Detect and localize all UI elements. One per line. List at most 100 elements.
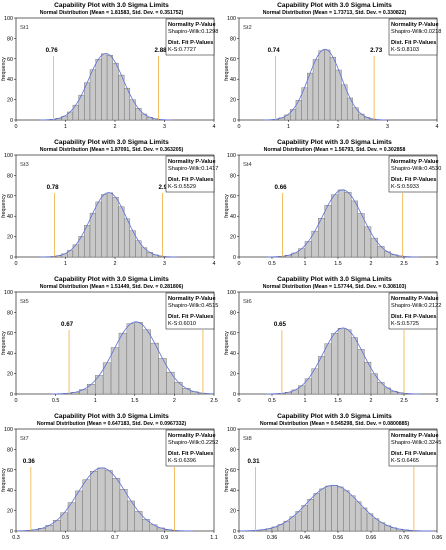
x-tick-label: 1.5 (334, 261, 342, 267)
x-tick-label: 0.46 (300, 535, 311, 541)
series-label: St7 (20, 436, 29, 442)
histogram-bar (97, 467, 106, 532)
histogram-bar (106, 192, 113, 258)
normal-fit-curve (40, 192, 177, 258)
histogram-bar (112, 478, 121, 532)
x-tick-label: 2 (337, 124, 340, 130)
legend-line: Dist. Fit P-Values (391, 177, 436, 183)
histogram-bar (104, 470, 113, 532)
x-tick-label: 0.56 (333, 535, 344, 541)
y-tick-label: 80 (7, 173, 13, 179)
histogram-bar (174, 381, 183, 395)
normal-fit-curve (266, 189, 419, 258)
histogram-bar (284, 114, 291, 121)
x-tick-label: 0.76 (399, 535, 410, 541)
y-tick-label: 80 (230, 173, 236, 179)
x-tick-label: 1.5 (131, 398, 139, 404)
chart-title: Capability Plot with 3.0 Sigma Limits (277, 139, 392, 146)
x-tick-label: 0 (15, 124, 18, 130)
x-tick-label: 4 (213, 124, 216, 130)
histogram-bar (95, 375, 104, 395)
y-tick-label: 100 (4, 153, 13, 159)
legend-line: Normality P-Value (391, 433, 439, 439)
histogram-bar (67, 111, 74, 121)
legend-line: Dist. Fit P-Values (391, 314, 436, 320)
y-tick-label: 60 (7, 57, 13, 63)
histogram-bar (119, 489, 128, 532)
y-tick-label: 100 (227, 427, 236, 433)
y-tick-label: 0 (10, 392, 13, 398)
chart-title: Capability Plot with 3.0 Sigma Limits (54, 2, 169, 9)
chart-svg: Capability Plot with 3.0 Sigma LimitsNor… (1, 2, 218, 130)
y-tick-label: 40 (230, 214, 236, 220)
capability-chart-3: Capability Plot with 3.0 Sigma Limits Nor… (0, 137, 223, 274)
legend-line: Shapiro-Wilk:0.4515 (168, 303, 218, 309)
y-axis-label: frequency (1, 194, 7, 218)
histogram-bar (290, 109, 297, 121)
legend-line: Shapiro-Wilk:0.2122 (391, 303, 441, 309)
y-tick-label: 40 (7, 77, 13, 83)
histogram-bar (89, 212, 96, 258)
x-tick-label: 3 (436, 398, 439, 404)
x-tick-label: 1 (304, 398, 307, 404)
histogram-bar (331, 194, 339, 258)
histogram-bar (82, 479, 91, 532)
legend-line: Normality P-Value (391, 159, 439, 165)
legend-line: K-S:0.6396 (168, 458, 196, 464)
y-tick-label: 20 (7, 98, 13, 104)
histogram-bar (343, 490, 350, 532)
histogram-bar (331, 333, 339, 395)
legend-line: K-S:0.5933 (391, 184, 419, 190)
histogram-bar (112, 197, 119, 258)
histogram-bar (351, 200, 358, 258)
histogram-bar (357, 349, 365, 395)
y-tick-label: 100 (227, 16, 236, 22)
y-tick-label: 80 (7, 447, 13, 453)
y-tick-label: 40 (7, 488, 13, 494)
series-label: St3 (20, 162, 29, 168)
histogram-bar (313, 493, 320, 532)
pvalue-legend-box (165, 429, 215, 467)
legend-line: Normality P-Value (168, 433, 216, 439)
x-tick-label: 2 (114, 124, 117, 130)
histogram-bar (331, 485, 338, 532)
x-tick-label: 0.5 (268, 261, 276, 267)
x-tick-label: 0.36 (267, 535, 278, 541)
histogram-bar (150, 342, 159, 395)
histogram-bar (324, 343, 332, 395)
y-tick-label: 40 (7, 351, 13, 357)
lower-limit-label: 0.76 (46, 47, 59, 54)
normal-fit-curve (51, 321, 214, 395)
chart-subtitle: Normal Distribution (Mean = 1.57744, Std… (263, 284, 407, 290)
histogram-bar (325, 485, 332, 532)
chart-svg: Capability Plot with 3.0 Sigma LimitsNor… (1, 413, 218, 541)
y-tick-label: 80 (7, 36, 13, 42)
x-tick-label: 3 (436, 261, 439, 267)
y-tick-label: 0 (233, 529, 236, 535)
x-tick-label: 4 (436, 124, 439, 130)
x-tick-label: 1.1 (210, 535, 218, 541)
lower-limit-label: 0.31 (247, 458, 260, 465)
legend-line: Shapiro-Wilk:0.1417 (168, 166, 218, 172)
pvalue-legend-box (165, 292, 215, 330)
y-tick-label: 100 (227, 153, 236, 159)
y-axis-label: frequency (1, 331, 7, 355)
x-tick-label: 2.5 (210, 398, 218, 404)
histogram-bar (318, 356, 325, 395)
y-tick-label: 40 (230, 488, 236, 494)
chart-subtitle: Normal Distribution (Mean = 0.545298, St… (260, 421, 410, 427)
pvalue-legend-box (388, 429, 438, 467)
lower-limit-label: 0.65 (274, 321, 287, 328)
chart-subtitle: Normal Distribution (Mean = 0.647183, St… (37, 421, 187, 427)
chart-subtitle: Normal Distribution (Mean = 1.51449, Std… (40, 284, 184, 290)
x-tick-label: 0.5 (268, 398, 276, 404)
histogram-bar (142, 329, 151, 395)
histogram-bar (384, 251, 391, 258)
histogram-bar (87, 384, 96, 395)
series-label: St1 (20, 25, 29, 31)
x-tick-label: 2 (370, 398, 373, 404)
histogram-bar (75, 490, 84, 532)
histogram-bar (366, 513, 374, 532)
normal-fit-curve (265, 327, 421, 395)
lower-limit-label: 0.78 (47, 184, 60, 191)
